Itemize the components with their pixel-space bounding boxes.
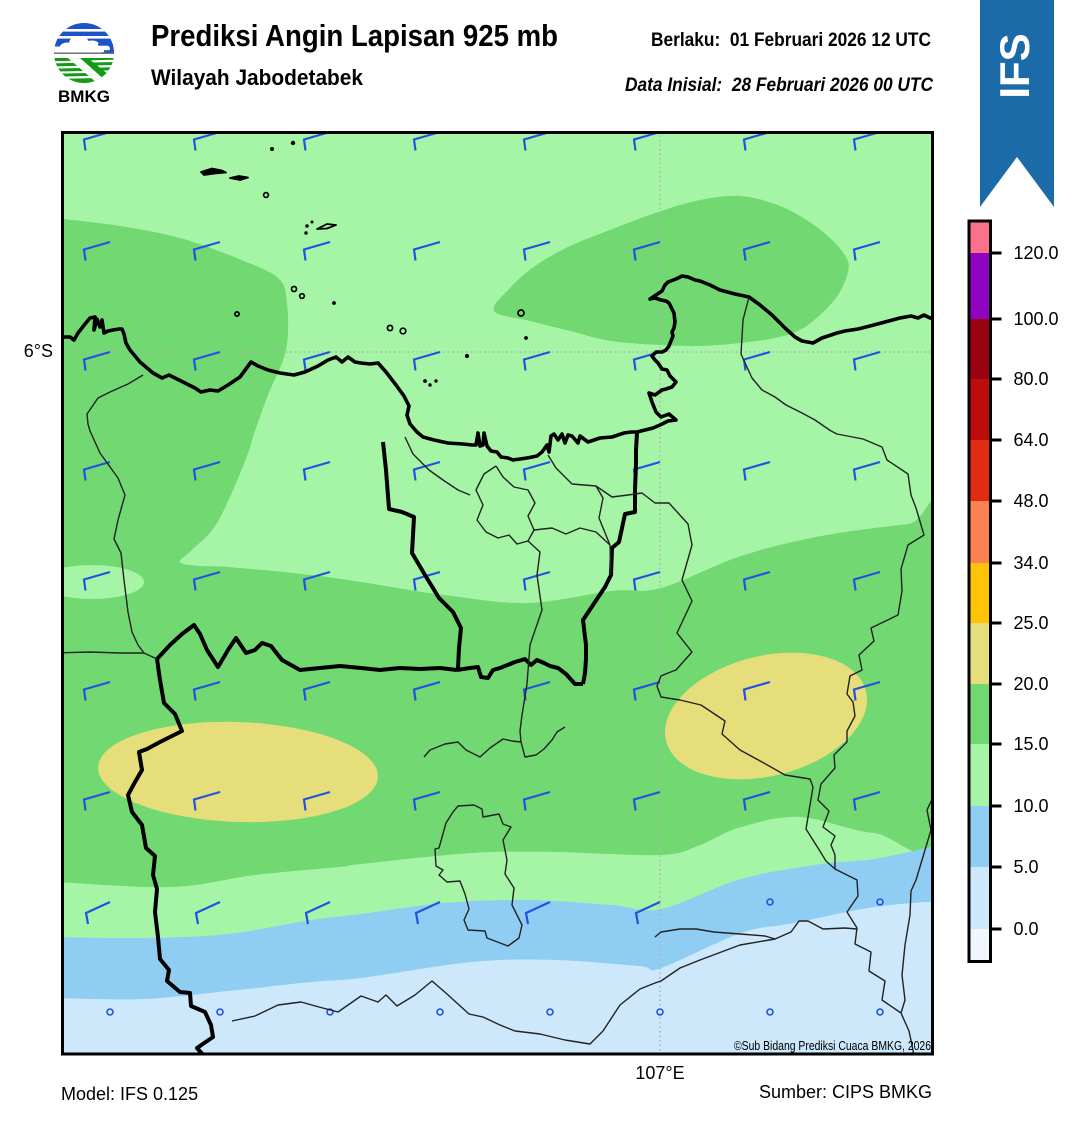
svg-text:Prediksi Angin Lapisan 925 mb: Prediksi Angin Lapisan 925 mb [151,18,558,53]
svg-text:Data Inisial: 28 Februari 202: Data Inisial: 28 Februari 2026 00 UTC [625,75,933,96]
svg-text:10.0: 10.0 [1014,796,1049,816]
svg-text:80.0: 80.0 [1014,369,1049,389]
svg-text:20.0: 20.0 [1014,674,1049,694]
svg-text:48.0: 48.0 [1014,491,1049,511]
svg-text:IFS: IFS [991,33,1038,98]
svg-text:25.0: 25.0 [1014,613,1049,633]
svg-text:5.0: 5.0 [1014,857,1039,877]
svg-text:64.0: 64.0 [1014,430,1049,450]
svg-text:120.0: 120.0 [1014,243,1059,263]
svg-text:Model: IFS 0.125: Model: IFS 0.125 [61,1084,198,1104]
svg-text:Wilayah Jabodetabek: Wilayah Jabodetabek [151,65,364,90]
svg-text:100.0: 100.0 [1014,309,1059,329]
svg-text:6°S: 6°S [24,341,53,361]
svg-text:34.0: 34.0 [1014,553,1049,573]
svg-text:©Sub Bidang Prediksi Cuaca BMK: ©Sub Bidang Prediksi Cuaca BMKG, 2026 [734,1039,931,1053]
svg-text:15.0: 15.0 [1014,734,1049,754]
svg-text:Sumber: CIPS BMKG: Sumber: CIPS BMKG [759,1082,932,1102]
svg-text:0.0: 0.0 [1014,919,1039,939]
svg-text:107°E: 107°E [635,1063,684,1083]
svg-text:BMKG: BMKG [58,87,110,106]
svg-text:Berlaku: 01 Februari 2026 12: Berlaku: 01 Februari 2026 12 UTC [651,30,931,51]
